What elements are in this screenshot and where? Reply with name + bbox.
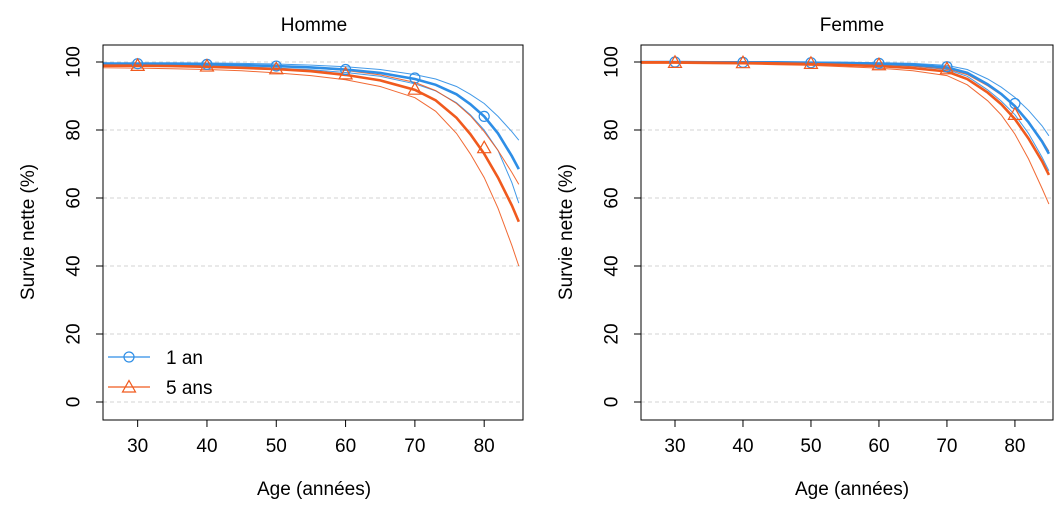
series-5ans-point — [199, 58, 215, 72]
y-tick-label: 80 — [602, 119, 623, 140]
x-tick-label: 60 — [868, 436, 889, 457]
y-tick-label: 100 — [64, 46, 85, 78]
x-axis: 30 40 50 60 70 80 — [664, 420, 1025, 457]
x-tick-label: 70 — [404, 436, 425, 457]
y-tick-label: 40 — [602, 255, 623, 276]
x-tick-label: 50 — [266, 436, 287, 457]
y-tick-label: 0 — [602, 397, 623, 408]
x-tick-label: 30 — [127, 436, 148, 457]
series-5ans-point — [1007, 106, 1023, 120]
series-markers — [130, 57, 492, 154]
series-5ans-point — [871, 57, 887, 71]
series-5ans-point — [939, 61, 955, 75]
series-1an-point — [270, 60, 282, 72]
x-axis-label: Age (années) — [257, 479, 371, 500]
y-tick-label: 20 — [602, 323, 623, 344]
plot-frame — [102, 44, 524, 421]
series-lines — [102, 62, 520, 223]
series-5ans-ci-upper — [103, 63, 520, 185]
series-lines — [641, 60, 1051, 176]
series-5ans-point — [476, 139, 492, 154]
series-5ans-point — [735, 54, 751, 69]
series-1an-ci-upper — [103, 62, 520, 141]
grid — [103, 61, 523, 403]
plot-frame — [640, 44, 1054, 421]
x-tick-label: 50 — [800, 436, 821, 457]
y-axis-label: Survie nette (%) — [18, 164, 39, 300]
x-tick-label: 30 — [664, 436, 685, 457]
series-5ans-point — [667, 54, 683, 68]
series-markers — [667, 54, 1023, 120]
y-tick-label: 80 — [64, 119, 85, 140]
legend-marker-triangle-icon — [121, 379, 137, 393]
legend-label-5ans: 5 ans — [166, 378, 212, 399]
y-axis: 0 20 40 60 80 100 — [64, 46, 103, 407]
x-tick-label: 80 — [474, 436, 495, 457]
legend-marker-circle-icon — [123, 351, 135, 363]
y-tick-label: 40 — [64, 255, 85, 276]
x-tick-label: 40 — [196, 436, 217, 457]
y-axis: 0 20 40 60 80 100 — [602, 46, 641, 407]
series-1an-line — [641, 60, 1051, 155]
legend: 1 an 5 ans — [108, 348, 212, 399]
series-5ans-point — [338, 66, 354, 80]
series-5ans-point — [407, 81, 423, 95]
chart-panel-femme: Femme Survie nette (%) Age (années) 30 40… — [556, 15, 1054, 500]
series-5ans-ci-lower — [102, 67, 520, 267]
legend-label-1an: 1 an — [166, 348, 203, 369]
chart-panel-homme: Homme Survie nette (%) Age (années) 30 40… — [18, 15, 524, 500]
y-tick-label: 60 — [602, 187, 623, 208]
x-tick-label: 70 — [936, 436, 957, 457]
x-tick-label: 40 — [732, 436, 753, 457]
y-tick-label: 100 — [602, 46, 623, 78]
series-5ans-point — [130, 57, 146, 71]
series-1an-line — [102, 62, 520, 170]
series-1an-point — [339, 63, 352, 76]
x-axis: 30 40 50 60 70 80 — [127, 420, 495, 457]
series-1an-point — [478, 110, 490, 123]
series-5ans-line — [641, 61, 1051, 176]
chart-title: Homme — [281, 15, 348, 36]
y-axis-label: Survie nette (%) — [556, 164, 577, 300]
x-axis-label: Age (années) — [795, 479, 909, 500]
series-5ans-ci-upper — [641, 61, 1050, 152]
chart-title: Femme — [820, 15, 884, 36]
x-tick-label: 60 — [335, 436, 356, 457]
series-5ans-point — [803, 55, 819, 69]
series-5ans-line — [103, 64, 520, 223]
y-tick-label: 60 — [64, 187, 85, 208]
grid — [641, 61, 1053, 403]
y-tick-label: 0 — [64, 397, 85, 408]
series-1an-ci-upper — [641, 61, 1050, 137]
y-tick-label: 20 — [64, 323, 85, 344]
series-5ans-point — [268, 61, 284, 75]
x-tick-label: 80 — [1004, 436, 1025, 457]
